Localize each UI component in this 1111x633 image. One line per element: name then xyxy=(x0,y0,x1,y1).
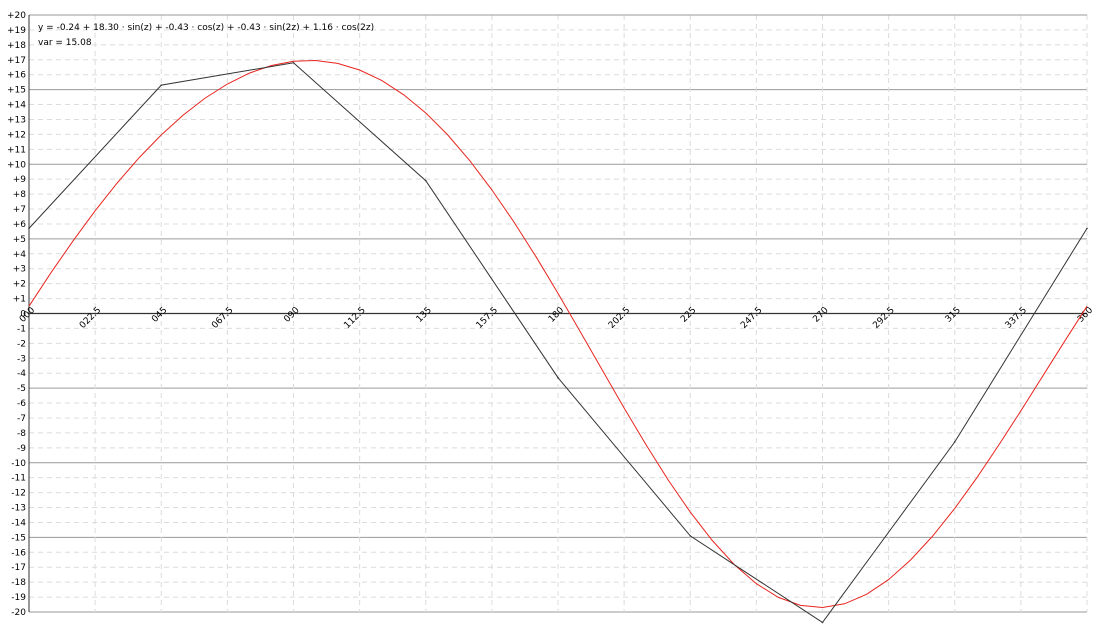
x-tick-label: 135 xyxy=(415,306,434,325)
y-tick-label: -5 xyxy=(17,384,26,394)
y-tick-label: -20 xyxy=(11,608,26,618)
y-tick-label: +19 xyxy=(7,26,26,36)
x-tick-label: 292.5 xyxy=(871,306,896,331)
y-tick-label: +7 xyxy=(13,205,26,215)
data-point xyxy=(1086,227,1088,230)
x-tick-label: 022.5 xyxy=(78,306,103,331)
y-tick-label: -8 xyxy=(17,429,26,439)
data-point xyxy=(292,61,295,64)
x-tick-label: 225 xyxy=(679,306,698,325)
x-tick-label: 000 xyxy=(18,305,37,324)
y-tick-labels: +20+19+18+17+16+15+14+13+12+11+10+9+8+7+… xyxy=(7,11,26,618)
x-tick-label: 157.5 xyxy=(475,306,500,331)
y-tick-label: -4 xyxy=(17,369,26,379)
x-tick-label: 337.5 xyxy=(1004,306,1029,331)
y-tick-label: -11 xyxy=(11,474,26,484)
y-tick-label: +8 xyxy=(13,190,27,200)
y-tick-label: -10 xyxy=(11,459,26,469)
y-tick-label: +16 xyxy=(7,71,26,81)
y-tick-label: -3 xyxy=(17,354,26,364)
y-tick-label: +20 xyxy=(7,11,26,21)
y-tick-label: -12 xyxy=(11,489,26,499)
y-tick-label: -19 xyxy=(11,593,26,603)
data-point xyxy=(821,621,824,624)
y-tick-label: +11 xyxy=(7,145,26,155)
y-tick-label: -2 xyxy=(17,339,26,349)
variance-annotation: var = 15.08 xyxy=(38,38,92,48)
x-tick-label: 247.5 xyxy=(739,306,764,331)
y-tick-label: -14 xyxy=(11,518,26,528)
data-point xyxy=(160,84,163,86)
y-tick-label: -7 xyxy=(17,414,26,424)
axes xyxy=(28,14,1087,612)
y-tick-label: +12 xyxy=(7,130,26,140)
series-lines xyxy=(28,59,1088,624)
y-tick-label: +15 xyxy=(7,86,26,96)
x-tick-label: 090 xyxy=(282,305,301,324)
x-tick-label: 067.5 xyxy=(210,306,235,331)
y-tick-label: -9 xyxy=(17,444,26,454)
y-tick-label: +6 xyxy=(13,220,27,230)
data-point xyxy=(424,179,427,182)
y-tick-label: -13 xyxy=(11,504,26,514)
data-point xyxy=(953,441,956,443)
equation-annotation: y = -0.24 + 18.30 · sin(z) + -0.43 · cos… xyxy=(38,23,374,33)
data-point xyxy=(28,227,30,230)
y-tick-label: +3 xyxy=(13,265,26,275)
y-tick-label: -6 xyxy=(17,399,26,409)
y-tick-label: -1 xyxy=(17,324,26,334)
y-tick-label: +9 xyxy=(13,175,27,185)
x-tick-label: 045 xyxy=(150,306,169,325)
y-tick-label: +14 xyxy=(7,101,26,111)
x-tick-labels: 000 022.5 045 067.5 090 112.5 135 157.5 180 202.5… xyxy=(18,305,1095,330)
y-tick-label: +13 xyxy=(7,115,26,125)
data-point xyxy=(689,535,692,537)
y-tick-label: +5 xyxy=(13,235,26,245)
y-tick-label: 0 xyxy=(20,310,26,320)
y-tick-label: +1 xyxy=(13,295,26,305)
y-tick-label: -16 xyxy=(11,548,26,558)
x-tick-label: 270 xyxy=(811,305,830,324)
data-point xyxy=(557,376,559,379)
y-tick-label: +17 xyxy=(7,56,26,66)
x-tick-label: 180 xyxy=(547,305,566,324)
x-tick-label: 202.5 xyxy=(607,306,632,331)
y-tick-label: +18 xyxy=(7,41,26,51)
y-tick-label: -18 xyxy=(11,578,26,588)
y-tick-label: +4 xyxy=(13,250,27,260)
x-tick-label: 315 xyxy=(944,306,963,325)
y-tick-label: -15 xyxy=(11,533,26,543)
fit-curve-line xyxy=(28,59,1088,609)
y-tick-label: -17 xyxy=(11,563,26,573)
y-tick-label: +10 xyxy=(7,160,26,170)
y-tick-label: +2 xyxy=(13,280,26,290)
x-tick-label: 112.5 xyxy=(342,306,367,331)
